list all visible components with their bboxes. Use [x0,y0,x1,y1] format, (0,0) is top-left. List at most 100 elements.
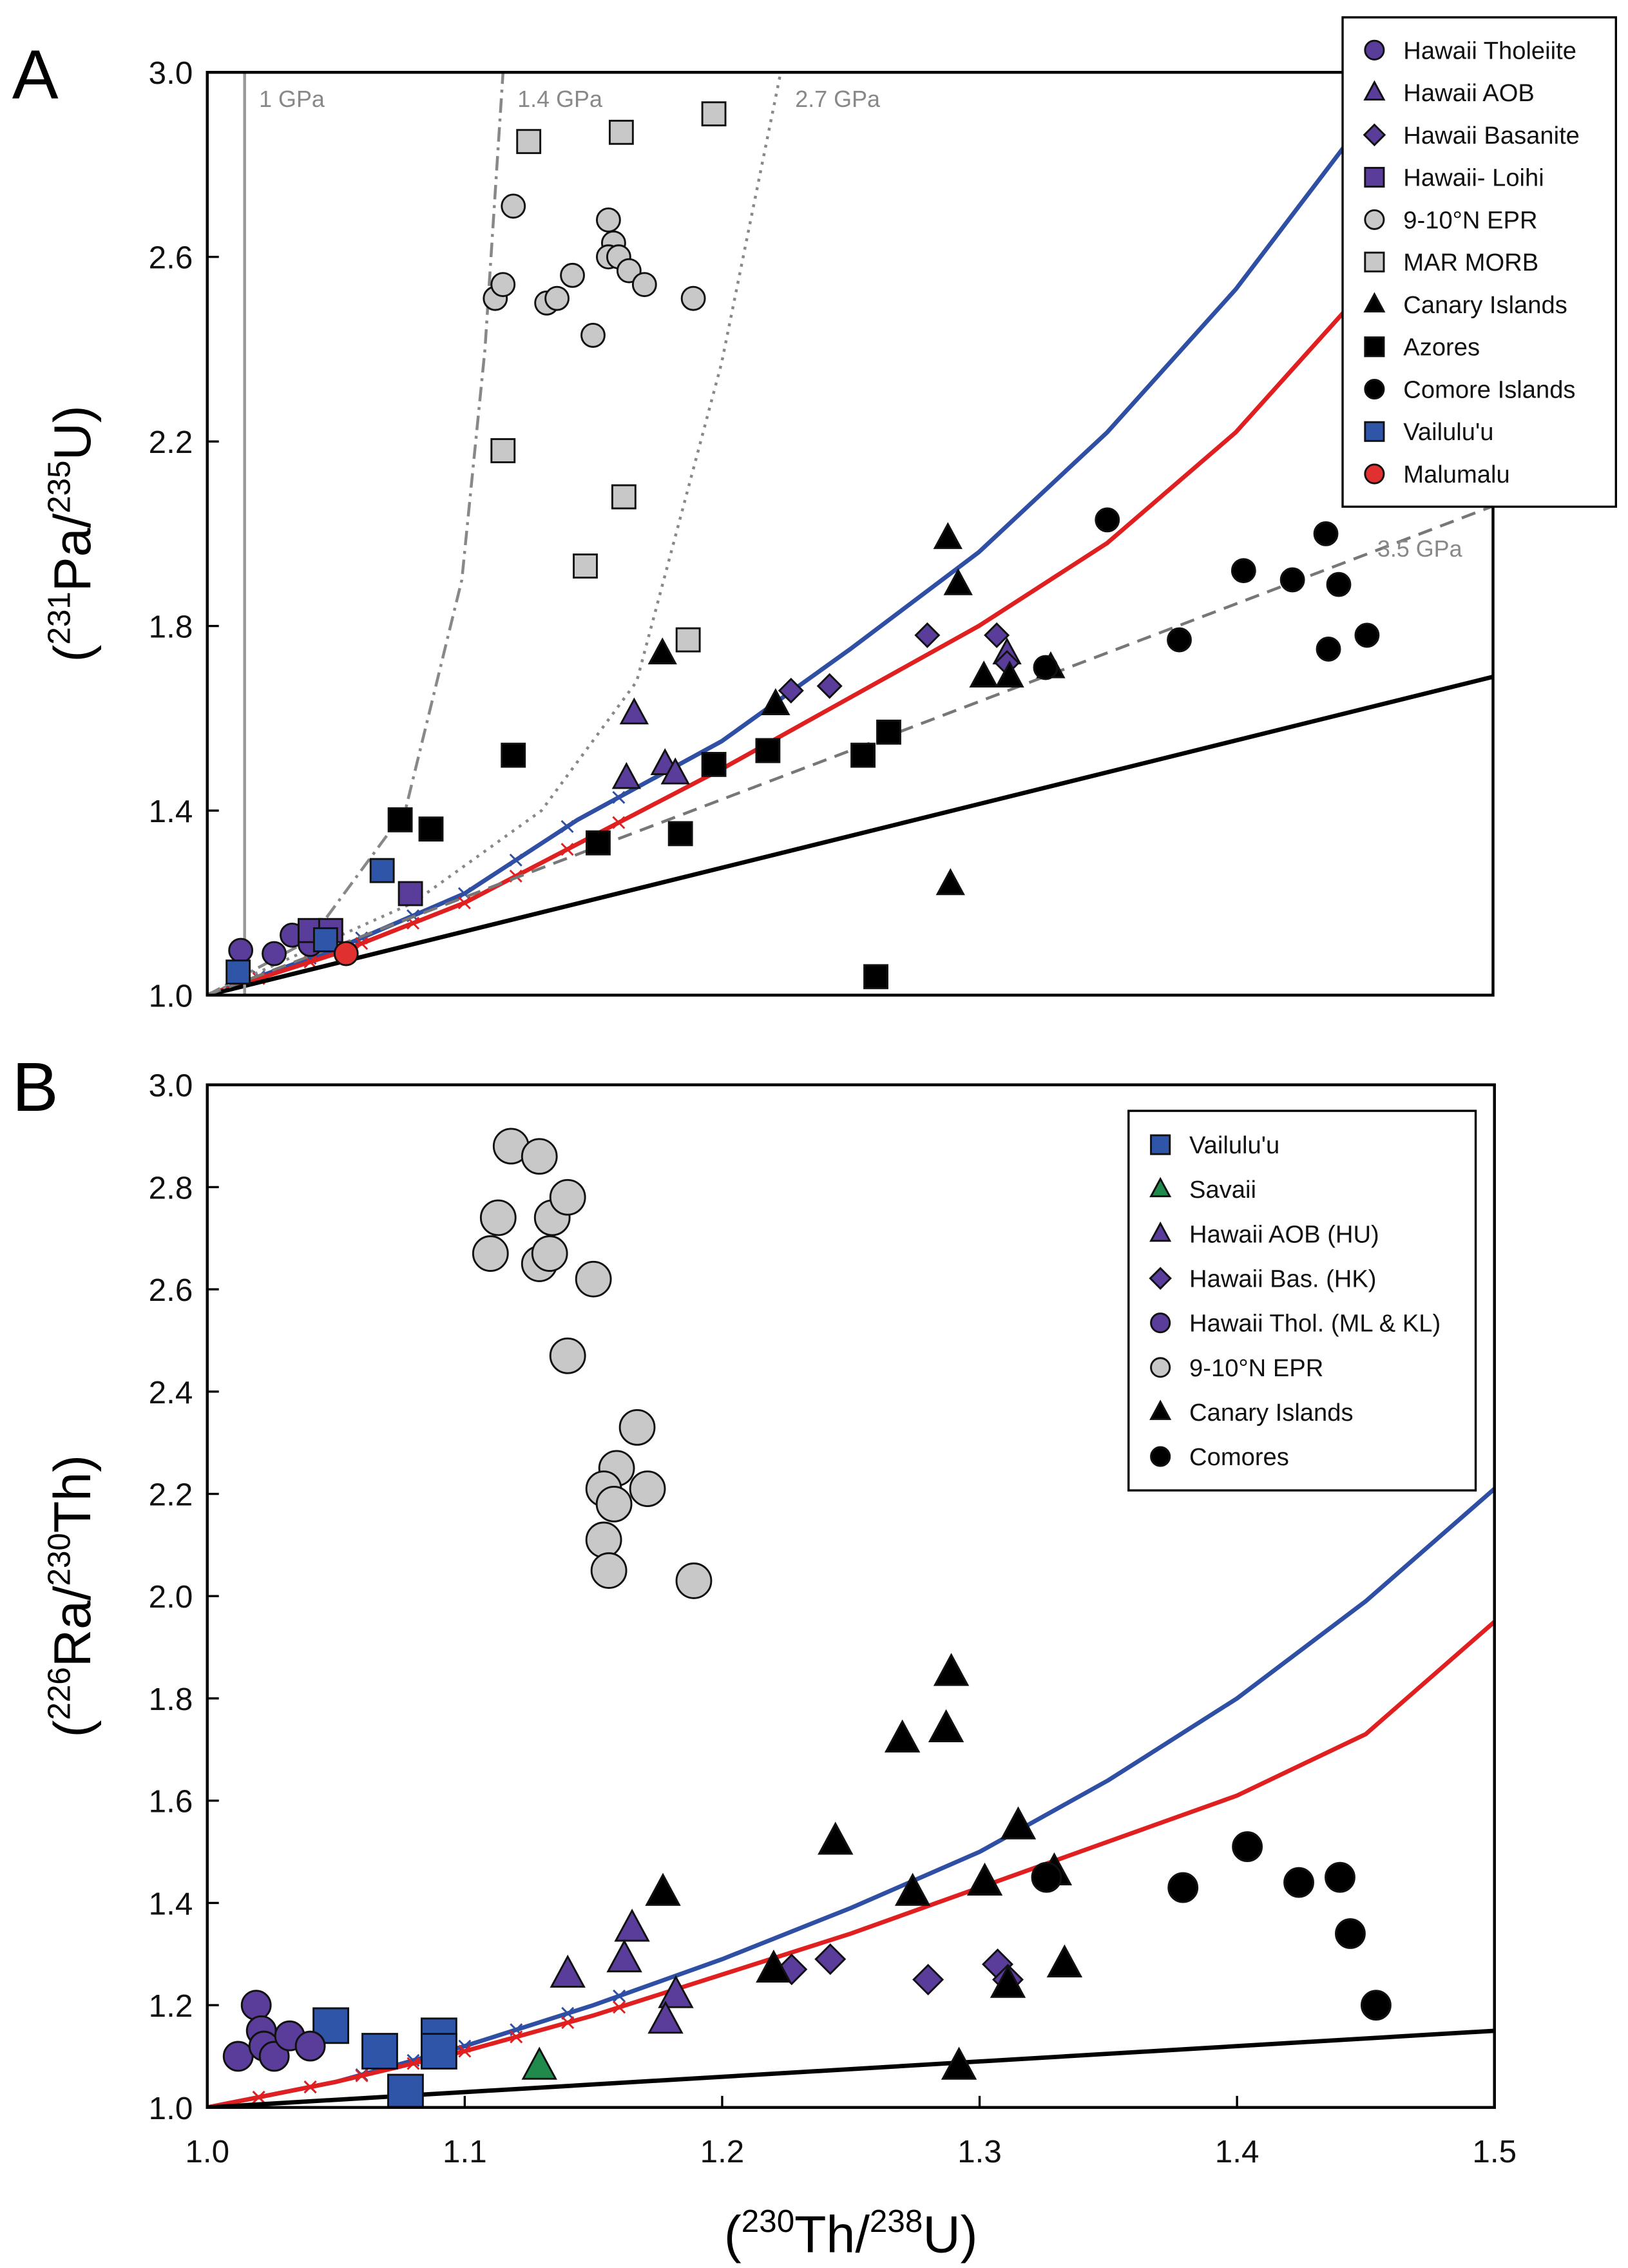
legend-marker-circle [1364,209,1385,230]
curve-tick-mark [457,887,471,900]
point-canary-islands [884,1719,921,1753]
point-9-10-n-epr [490,272,516,298]
point-canary-islands [941,2046,977,2080]
point-9-10-n-epr [531,1235,568,1272]
point-azores [418,816,444,842]
legend: Vailulu'u Savaii Hawaii AOB (HU) Hawaii Bas… [1127,1110,1477,1492]
curve-label: 3.5 GPa [1377,535,1462,562]
point-comores [1283,1867,1314,1898]
point-hawaii-basanite [778,677,804,704]
point-canary-islands [966,1862,1003,1896]
x-tick-label: 1.0 [185,2134,229,2169]
y-tick-label: 2.6 [149,240,193,276]
panel-label: A [12,35,59,113]
point-canary-islands [995,660,1024,687]
legend-marker-triangle [1363,292,1386,312]
y-tick-label: 1.2 [149,1988,193,2024]
legend-label: Comore Islands [1403,376,1575,403]
y-tick-label: 1.0 [149,2091,193,2126]
y-tick-label: 1.6 [149,1784,193,1820]
x-axis-label-part: 230 [742,2204,794,2239]
point-azores [755,738,781,764]
curve-2-7-gpa [207,72,783,995]
point-hawaii-thol-ml-kl- [240,1990,272,2021]
curve-tick-mark [561,2016,575,2030]
y-tick-label: 2.8 [149,1170,193,1206]
curve-label: 1 GPa [259,86,325,112]
point-comore-islands [1033,655,1058,680]
point-canary-islands [990,1965,1026,1998]
curve-tick-mark [458,2044,472,2058]
y-axis-label-part: Ra [44,1600,102,1667]
point-9-10-n-epr [618,1408,656,1446]
panel-a: A 3.5 GPa 1 GPa 1.4 GPa 2.7 GPa 1.0 1.4 1.8 2.2 2… [12,16,1617,1014]
y-axis-label-part: ( [44,644,102,662]
plot-frame [206,71,1495,997]
legend-box [1341,16,1617,508]
point-canary-islands [928,1709,964,1742]
curve-1-4-gpa [207,72,505,995]
y-tick-label: 1.8 [149,1682,193,1717]
legend-marker-square [1364,167,1385,188]
legend-label: Comores [1189,1443,1289,1471]
legend-marker-triangle [1149,1177,1172,1198]
point-comores [1232,1831,1263,1863]
point-9-10-n-epr [479,1199,517,1236]
point-mar-morb [516,129,542,155]
point-canary-islands [933,522,962,550]
point-hawaii-loihi [397,881,423,907]
point-9-10-n-epr [521,1138,558,1175]
curve-tick-mark [560,843,574,856]
legend-label: Hawaii AOB (HU) [1189,1220,1379,1248]
y-axis-label: (231Pa/235U) [41,405,101,662]
point-9-10-n-epr [585,1521,622,1559]
legend-label: Azores [1403,334,1480,361]
point-9-10-n-epr [595,1486,633,1523]
point-9-10-n-epr [575,1260,612,1298]
x-axis-label-part: ( [724,2206,742,2263]
point-comore-islands [1316,636,1341,662]
y-axis-label-part: U [44,423,102,460]
y-tick-label: 1.4 [149,794,193,829]
y-tick-label: 2.2 [149,425,193,460]
point-hawaii-aob-hu- [647,2001,684,2034]
point-hawaii-thol-ml-kl- [294,2030,326,2062]
point-9-10-n-epr [675,1562,713,1599]
curve-tick-mark [613,1989,626,2003]
legend-label: Hawaii Thol. (ML & KL) [1189,1310,1441,1338]
legend-marker-square [1150,1134,1171,1155]
legend-marker-triangle [1149,1399,1172,1420]
x-axis-label-part: ) [961,2206,978,2263]
point-canary-islands [1000,1806,1037,1840]
point-9-10-n-epr [501,193,526,219]
legend-label: Malumalu [1403,461,1509,488]
data-points [225,101,1380,990]
y-axis-label-part: 231 [41,591,77,644]
point-malumalu [333,941,359,966]
point-comores [1335,1918,1366,1949]
point-azores [586,830,611,856]
legend-label: Canary Islands [1189,1399,1354,1427]
legend-label: MAR MORB [1403,249,1538,276]
point-azores [876,719,901,745]
point-9-10-n-epr [596,207,621,233]
y-tick-label: 2.4 [149,1375,193,1410]
curve-red-model [207,287,1366,995]
x-axis-label-part: / [855,2206,870,2263]
point-vailulu-u [312,927,338,952]
legend-marker-diamond [1363,123,1386,147]
legend-marker-square [1364,251,1385,273]
curves [207,1487,1495,2108]
curve-tick-mark [560,820,574,833]
point-vailulu-u [421,2033,457,2070]
curve-tick-mark [407,2057,420,2070]
point-mar-morb [573,553,598,579]
x-tick-label: 1.2 [700,2134,745,2169]
point-canary-islands [647,637,677,665]
curve-blue-model [207,1487,1495,2108]
legend-marker-square [1364,336,1385,358]
y-tick-label: 2.0 [149,1579,193,1615]
point-comore-islands [1167,627,1192,653]
y-axis-label: (226Ra/230Th) [42,1455,102,1738]
curve-label: 1.4 GPa [517,86,602,112]
